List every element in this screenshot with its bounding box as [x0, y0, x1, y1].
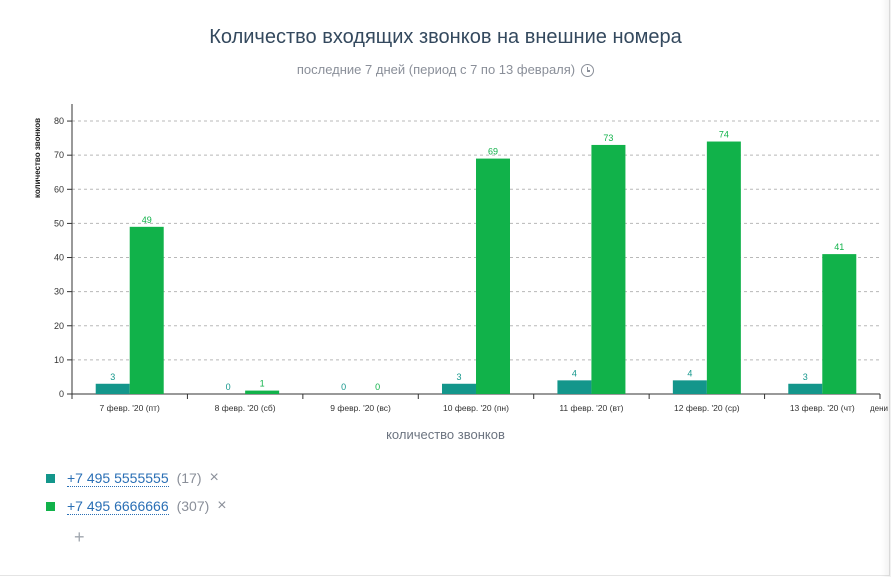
bar — [706, 141, 741, 394]
chart-subtitle-text: последние 7 дней (период с 7 по 13 февра… — [296, 62, 576, 77]
y-tick-label: 50 — [54, 218, 64, 228]
y-tick-label: 0 — [59, 389, 64, 399]
data-label: 49 — [142, 215, 152, 225]
bar — [672, 380, 707, 394]
bar — [442, 383, 476, 394]
x-axis-title: количество звонков — [386, 427, 505, 442]
data-label: 74 — [719, 130, 729, 140]
clock-icon[interactable] — [581, 64, 595, 77]
legend-swatch — [46, 501, 55, 511]
y-axis: 0 10 20 30 40 50 60 70 80 — [54, 104, 73, 399]
data-label: 41 — [834, 242, 844, 252]
legend: +7 495 5555555 (17) × +7 495 6666666 (30… — [46, 464, 227, 520]
data-label: 0 — [341, 382, 346, 392]
close-icon[interactable]: × — [217, 497, 227, 514]
data-label: 73 — [603, 133, 613, 143]
data-label: 0 — [226, 382, 231, 392]
x-tick-label: 10 февр. '20 (пн) — [443, 403, 509, 413]
bar — [129, 226, 164, 394]
data-labels: 3 0 0 3 4 4 3 49 1 0 69 73 74 41 — [110, 130, 844, 392]
y-tick-label: 20 — [54, 321, 64, 331]
x-tick-label: 13 февр. '20 (чт) — [790, 403, 855, 413]
x-axis: 7 февр. '20 (пт) 8 февр. '20 (сб) 9 февр. … — [71, 393, 881, 413]
data-label: 4 — [572, 368, 577, 378]
bar — [95, 383, 130, 394]
data-label: 4 — [687, 368, 692, 378]
legend-phone-link[interactable]: +7 495 5555555 — [67, 469, 169, 487]
y-tick-label: 80 — [54, 116, 64, 126]
x-tick-label: 11 февр. '20 (вт) — [559, 403, 623, 413]
legend-count: (17) — [176, 470, 202, 486]
data-label: 0 — [375, 382, 380, 392]
legend-swatch — [46, 473, 55, 483]
data-label: 3 — [110, 372, 115, 382]
legend-count: (307) — [176, 498, 210, 514]
data-label: 69 — [488, 147, 498, 157]
chart-bars — [95, 141, 857, 394]
y-tick-label: 60 — [54, 184, 64, 194]
legend-item: +7 495 6666666 (307) × — [46, 492, 227, 520]
bar — [788, 383, 823, 394]
legend-item: +7 495 5555555 (17) × — [46, 464, 227, 492]
x-tick-label: 12 февр. '20 (ср) — [674, 403, 740, 413]
bar — [476, 158, 510, 394]
bar — [557, 380, 592, 394]
add-number-button[interactable]: + — [74, 527, 85, 547]
y-axis-title: количество звонков — [33, 118, 42, 198]
close-icon[interactable]: × — [209, 469, 219, 486]
chart-title: Количество входящих звонков на внешние н… — [209, 26, 682, 48]
bar — [822, 254, 857, 394]
x-tick-label: 8 февр. '20 (сб) — [215, 403, 276, 413]
data-label: 3 — [456, 372, 461, 382]
bar — [591, 144, 626, 394]
bar — [245, 390, 280, 394]
panel-edge-shadow — [881, 0, 891, 577]
x-tick-label: 7 февр. '20 (пт) — [100, 403, 161, 413]
y-tick-label: 30 — [54, 287, 64, 297]
y-tick-label: 10 — [54, 355, 64, 365]
legend-phone-link[interactable]: +7 495 6666666 — [67, 497, 169, 515]
x-tick-label: 9 февр. '20 (вс) — [330, 403, 391, 413]
chart-subtitle: последние 7 дней (период с 7 по 13 февра… — [0, 62, 891, 77]
y-tick-label: 70 — [54, 150, 64, 160]
y-tick-label: 40 — [54, 253, 64, 263]
data-label: 1 — [260, 379, 265, 389]
x-axis-end-label: дени — [870, 404, 888, 413]
data-label: 3 — [803, 372, 808, 382]
